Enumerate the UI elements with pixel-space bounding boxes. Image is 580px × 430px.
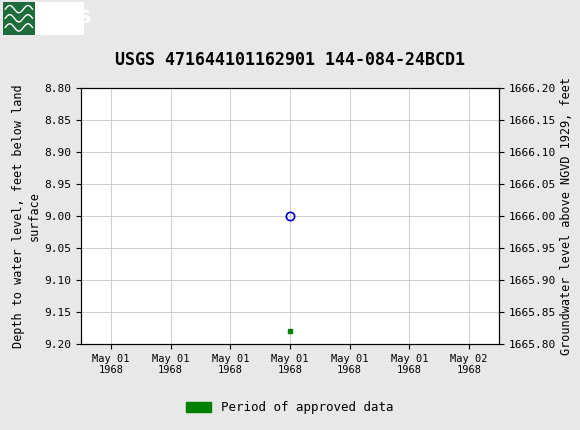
Bar	[3, 2, 84, 35]
Y-axis label: Groundwater level above NGVD 1929, feet: Groundwater level above NGVD 1929, feet	[560, 77, 573, 355]
Text: USGS 471644101162901 144-084-24BCD1: USGS 471644101162901 144-084-24BCD1	[115, 51, 465, 69]
Legend: Period of approved data: Period of approved data	[181, 396, 399, 419]
Bar	[3, 2, 35, 35]
Text: USGS: USGS	[41, 9, 92, 27]
Y-axis label: Depth to water level, feet below land
surface: Depth to water level, feet below land su…	[12, 84, 41, 348]
